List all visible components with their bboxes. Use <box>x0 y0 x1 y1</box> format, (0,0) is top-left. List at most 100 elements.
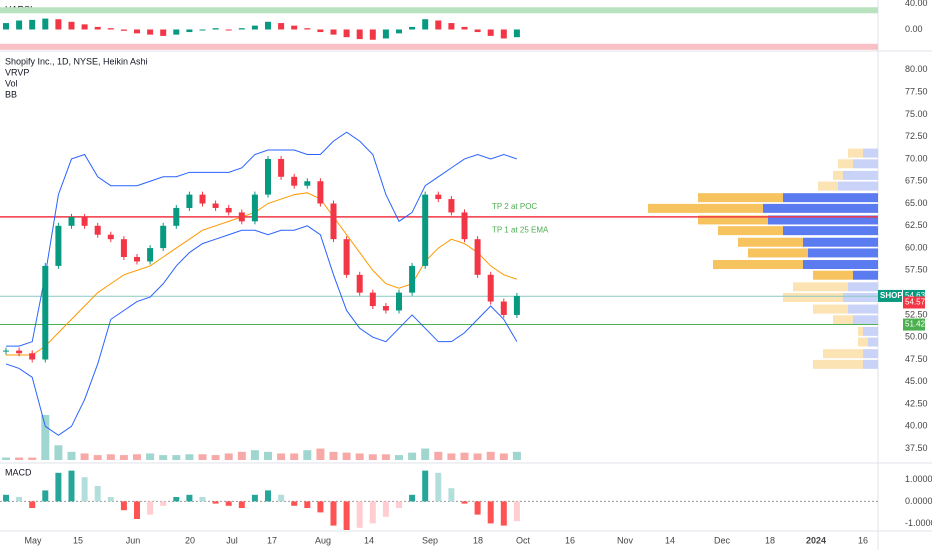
harsi-bar <box>120 29 127 31</box>
profile-up <box>763 203 878 213</box>
harsi-bar <box>409 26 416 30</box>
macd-bar <box>251 494 258 502</box>
harsi-bar <box>199 29 206 31</box>
y-tick-label: 72.50 <box>905 131 928 141</box>
y-tick-label: 47.50 <box>905 354 928 364</box>
candle <box>356 274 363 293</box>
profile-up <box>783 226 878 236</box>
profile-up <box>848 304 878 314</box>
candle <box>291 176 298 186</box>
volume-bar <box>447 453 456 460</box>
volume-bar <box>486 451 495 460</box>
candle <box>120 239 127 257</box>
profile-up <box>863 349 878 359</box>
profile-down <box>713 260 803 270</box>
macd-bar <box>3 494 9 502</box>
candle <box>278 158 285 177</box>
profile-up <box>868 337 878 347</box>
volume-bar <box>342 452 351 460</box>
y-tick-label: 75.00 <box>905 109 928 119</box>
ema-line <box>6 192 518 356</box>
x-tick-label: Dec <box>714 535 731 545</box>
volume-bar <box>421 448 430 460</box>
y-tick-label: 40.00 <box>905 421 928 431</box>
volume-bar <box>80 453 89 460</box>
volume-bar <box>54 445 63 460</box>
macd-bar <box>356 501 363 528</box>
macd-tick-label: -1.0000 <box>905 518 932 528</box>
profile-up <box>848 282 878 292</box>
volume-bar <box>93 455 102 460</box>
harsi-bar <box>330 29 337 35</box>
macd-bar <box>369 501 376 524</box>
macd-bar <box>500 501 507 526</box>
harsi-bar <box>29 19 36 30</box>
harsi-bar <box>448 23 455 30</box>
candle <box>186 194 193 208</box>
harsi-bar <box>356 29 363 40</box>
y-tick-label: 70.00 <box>905 153 928 163</box>
macd-bar <box>396 501 402 508</box>
profile-down <box>648 203 763 213</box>
y-tick-label: 50.00 <box>905 332 928 342</box>
candle <box>147 248 154 262</box>
macd-bar <box>16 497 23 502</box>
harsi-bar <box>107 28 114 30</box>
volume-bar <box>408 452 417 460</box>
y-tick-label: 67.50 <box>905 176 928 186</box>
harsi-bar <box>304 28 311 30</box>
x-tick-label: 20 <box>185 535 195 545</box>
harsi-bar <box>160 29 167 36</box>
volume-bar <box>119 455 128 460</box>
volume-bar <box>499 453 508 460</box>
profile-down <box>813 304 848 314</box>
candle <box>55 225 62 266</box>
volume-bar <box>277 453 286 460</box>
volume-bar <box>290 453 299 460</box>
macd-bar <box>422 470 429 502</box>
profile-down <box>738 237 803 247</box>
profile-up <box>853 270 878 280</box>
harsi-bar <box>186 29 193 33</box>
profile-down <box>748 248 808 258</box>
candle <box>448 199 455 213</box>
x-tick-label: 16 <box>858 535 868 545</box>
macd-bar <box>474 501 481 515</box>
x-tick-label: May <box>24 535 42 545</box>
macd-bar <box>55 472 62 502</box>
candle <box>3 350 9 352</box>
profile-down <box>823 349 863 359</box>
macd-bar <box>68 470 75 502</box>
x-tick-label: Jul <box>226 535 238 545</box>
macd-bar <box>134 501 140 519</box>
profile-down <box>858 326 863 336</box>
x-tick-label: 14 <box>665 535 675 545</box>
candle <box>396 292 402 311</box>
candle <box>94 225 101 235</box>
symbol-label: SHOP <box>880 291 903 300</box>
profile-down <box>818 181 838 191</box>
volume-bar <box>41 415 50 460</box>
y-tick-label: 62.50 <box>905 220 928 230</box>
volume-bar <box>303 450 312 460</box>
volume-bar <box>381 454 390 460</box>
volume-bar <box>211 455 220 460</box>
profile-up <box>838 181 878 191</box>
volume-bar <box>2 457 10 460</box>
harsi-bar <box>382 29 389 39</box>
volume-bar <box>133 454 141 460</box>
candle <box>16 350 23 354</box>
x-tick-label: 16 <box>565 535 575 545</box>
y-tick-label: 65.00 <box>905 198 928 208</box>
price-badge <box>903 318 925 331</box>
candle <box>422 194 429 266</box>
volume-bar <box>237 451 246 460</box>
candle <box>251 194 258 222</box>
profile-down <box>783 293 843 302</box>
candle <box>369 292 376 307</box>
profile-down <box>813 359 863 369</box>
candle <box>238 212 245 222</box>
macd-bar <box>435 472 442 502</box>
x-tick-label: 18 <box>473 535 483 545</box>
